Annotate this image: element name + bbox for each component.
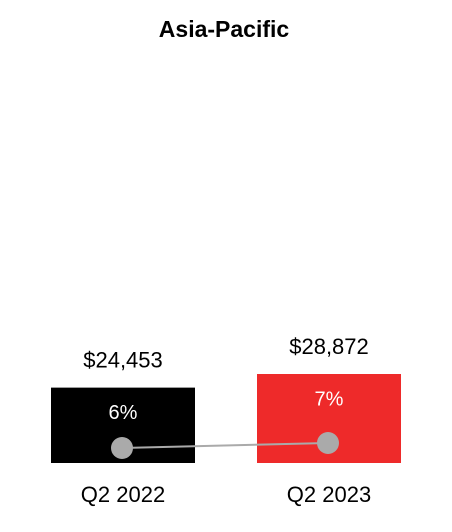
chart-title: Asia-Pacific: [159, 16, 290, 42]
percent-label: 7%: [315, 388, 344, 410]
line-point: [317, 432, 339, 454]
bar-value-label: $28,872: [289, 334, 369, 359]
line-point: [111, 437, 133, 459]
line: [121, 442, 329, 449]
x-tick-label: Q2 2022: [81, 482, 165, 507]
x-tick-label: Q2 2023: [287, 482, 371, 507]
bar-value-label: $24,453: [83, 347, 163, 372]
percent-label: 6%: [109, 402, 138, 424]
